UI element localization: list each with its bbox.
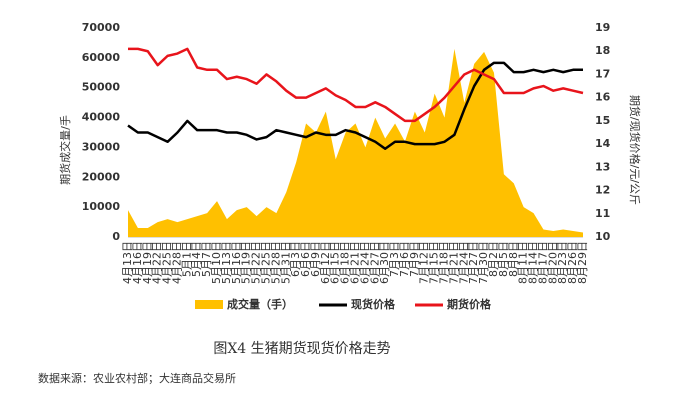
x-tick-label: 5月13日 [220,241,233,284]
y-tick-label: 50000 [82,81,121,94]
x-tick-label: 7月12日 [418,241,431,284]
y-tick-label: 20000 [82,170,121,183]
x-tick-label: 8月5日 [497,241,510,277]
x-tick-label: 4月22日 [151,241,164,284]
legend-label: 现货价格 [351,297,396,311]
y2-tick-label: 13 [595,160,610,173]
x-tick-label: 8月26日 [566,241,579,284]
y2-tick-label: 10 [595,230,611,243]
y-axis-label: 期货成交量/手 [58,115,72,185]
x-tick-label: 6月15日 [329,241,342,284]
x-tick-label: 5月10日 [210,241,223,284]
x-tick-label: 7月24日 [457,241,470,284]
x-tick-label: 6月18日 [339,241,352,284]
y2-tick-label: 14 [595,137,611,150]
x-tick-label: 7月18日 [438,241,451,284]
x-tick-label: 5月16日 [230,241,243,284]
y-tick-label: 10000 [82,200,121,213]
y2-tick-label: 16 [595,91,611,104]
x-tick-label: 5月4日 [190,241,203,277]
price-line [127,61,583,151]
x-tick-label: 4月13日 [121,241,134,284]
price-line [128,47,584,123]
x-tick-label: 7月30日 [477,241,490,284]
x-tick-label: 6月9日 [309,241,322,277]
chart-title: 图X4 生猪期货现货价格走势 [213,340,390,357]
x-tick-label: 8月29日 [576,241,589,284]
x-tick-label: 8月11日 [517,241,530,284]
x-tick-label: 5月1日 [180,241,193,277]
x-tick-label: 6月21日 [349,241,362,284]
legend-swatch [195,300,223,309]
x-tick-label: 8月23日 [556,241,569,284]
y2-tick-label: 18 [595,44,610,57]
y-tick-label: 60000 [82,51,121,64]
legend-label: 期货价格 [447,297,492,311]
y2-tick-label: 11 [595,207,610,220]
x-tick-label: 6月24日 [358,241,371,284]
y-tick-label: 40000 [82,111,121,124]
x-tick-label: 7月3日 [388,241,401,277]
x-tick-label: 5月19日 [240,241,253,284]
x-tick-label: 6月12日 [319,241,332,284]
x-tick-label: 8月2日 [487,241,500,277]
volume-area [128,48,583,238]
x-tick-label: 8月8日 [507,241,520,277]
source-note: 数据来源：农业农村部；大连商品交易所 [38,371,236,385]
x-tick-label: 8月17日 [536,241,549,284]
x-tick-label: 7月27日 [467,241,480,284]
x-tick-label: 6月3日 [289,241,302,277]
x-tick-label: 6月6日 [299,241,312,277]
y-tick-label: 30000 [82,140,121,153]
legend-label: 成交量（手） [227,297,293,311]
y2-tick-label: 15 [595,114,610,127]
x-tick-label: 4月19日 [141,241,154,284]
x-tick-label: 6月27日 [368,241,381,284]
x-tick-label: 7月9日 [408,241,421,277]
x-tick-label: 4月16日 [131,241,144,284]
x-tick-label: 5月28日 [269,241,282,284]
y2-tick-label: 19 [595,21,610,34]
y2-tick-label: 17 [595,67,610,80]
x-tick-label: 8月14日 [527,241,540,284]
x-tick-label: 7月15日 [428,241,441,284]
x-tick-label: 5月25日 [259,241,272,284]
x-tick-label: 4月25日 [161,241,174,284]
y-tick-label: 70000 [82,21,121,34]
y2-tick-label: 12 [595,184,610,197]
x-tick-label: 8月20日 [546,241,559,284]
x-tick-label: 7月21日 [447,241,460,284]
x-tick-label: 5月7日 [200,241,213,277]
y-tick-label: 0 [112,230,120,243]
x-tick-label: 7月6日 [398,241,411,277]
x-tick-label: 5月22日 [250,241,263,284]
x-tick-label: 6月30日 [378,241,391,284]
x-tick-label: 4月28日 [170,241,183,284]
y2-axis-label: 期货/现货价格/元/公斤 [628,95,642,205]
x-tick-label: 5月31日 [279,241,292,284]
